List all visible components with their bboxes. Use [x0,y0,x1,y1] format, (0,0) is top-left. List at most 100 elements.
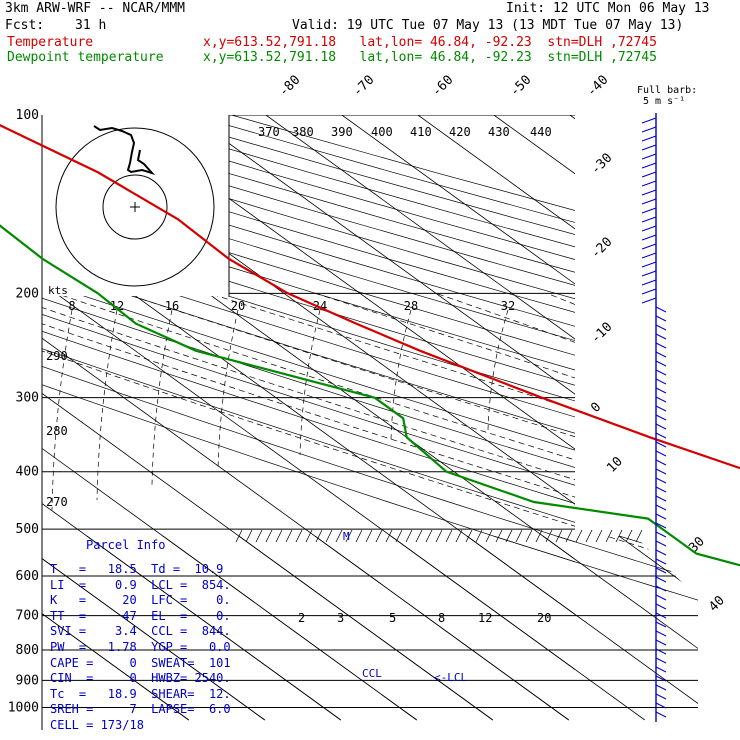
wind-barb [655,621,667,628]
wind-barb [655,333,667,340]
wind-barb [655,342,667,349]
dewpoint-legend-label: Dewpoint temperature [7,50,164,65]
isotherm-ext--90 [42,536,569,721]
pressure-label-800: 800 [16,643,39,658]
isotherm-ext--100 [42,536,493,721]
hatch-mark [285,529,293,543]
wind-barb [641,207,657,214]
dewpoint-profile [0,224,740,567]
wind-barb [655,351,667,358]
wind-barb [641,162,657,169]
dry-adiabat-290 [42,314,575,486]
wind-barb [655,630,667,637]
wind-barb [655,585,667,592]
theta-label-380: 380 [292,125,314,139]
hatch-mark [595,529,603,543]
moist-adiabat-ext-30 [435,536,698,708]
wind-barb [655,576,667,583]
wind-barb [655,666,667,673]
forecast-label: Fcst: [5,18,45,33]
isotherm--30 [189,115,575,395]
wind-barb [655,594,667,601]
hatch-mark [375,529,383,543]
parcel-info-row: Tc = 18.9 SHEAR= 12. [50,686,231,701]
mixing-ratio-label-2: 2 [298,611,305,625]
dry-adiabat-ext-460 [152,536,698,721]
isotherm-ext--140 [42,536,189,721]
mixing-ratio-label-20: 20 [537,611,551,625]
wind-barb [655,504,667,511]
dry-adiabat-340 [42,236,575,402]
pressure-label-100: 100 [16,108,39,123]
moist-adiabat-15 [123,292,575,438]
hatch-mark [575,529,583,543]
hatch-mark [275,529,283,543]
pressure-label-700: 700 [16,609,39,624]
forecast-hour: 31 h [75,18,107,33]
wind-barb [641,189,657,196]
wind-key-value: 5 m s⁻¹ [643,96,685,107]
wind-barb [655,477,667,484]
mixing-ratio-label-3: 3 [337,611,344,625]
parcel-info-row: SVI = 3.4 CCL = 844. [50,624,231,639]
theta-label-left-290: 290 [46,349,68,363]
pressure-label-500: 500 [16,522,39,537]
wind-barbs: Full barb:5 m s⁻¹ [637,85,697,722]
wind-barb [655,423,667,430]
pressure-label-300: 300 [16,391,39,406]
parcel-info-row: PW = 1.78 YGP = 0.0 [50,640,231,654]
wind-barb [655,441,667,448]
isotherm-ext--60 [42,536,698,721]
theta-label-410: 410 [410,125,432,139]
wind-barb [655,567,667,574]
wind-barb [641,153,657,160]
isotherm-label--20: -20 [588,235,615,262]
hatch-mark [255,529,263,543]
dry-adiabat-460 [152,115,575,235]
hatch-mark [265,529,273,543]
hodograph-speed-arc [96,309,118,501]
hodograph-ring-inner [102,174,168,240]
wind-barb [655,450,667,457]
diagram-grid [42,115,740,721]
parcel-info-row: SREH = 7 LAPSE= 6.0 [50,702,231,717]
wind-barb [655,360,667,367]
wind-barb [641,216,657,223]
theta-label-370: 370 [258,125,280,139]
kts-label: kts [48,284,68,297]
hatch-mark [475,529,483,543]
wind-barb [655,513,667,520]
isotherm--20 [265,115,575,340]
moist-adiabat-35 [546,292,575,305]
temperature-profile [0,124,740,470]
parcel-info-row: TT = 47 EL = 0. [50,608,231,623]
parcel-info-row: CAPE = 0 SWEAT= 101 [50,655,231,670]
dewpoint-location-info: x,y=613.52,791.18 lat,lon= 46.84, -92.23… [203,50,657,65]
moist-adiabat-20 [209,292,575,410]
isotherm-40 [722,115,740,720]
isotherm-ext--130 [42,536,265,721]
hodograph-speed-arc [299,309,321,456]
isotherm--40 [113,115,575,450]
wind-barb [641,117,657,124]
sounding-profiles [0,124,740,567]
theta-label-400: 400 [371,125,393,139]
hodograph-speed-arc [151,309,173,486]
wind-barb [655,468,667,475]
wind-barb [641,270,657,277]
wind-barb [655,639,667,646]
hodograph-speed-arc [390,309,412,441]
hatch-mark [625,529,633,543]
mixing-ratio-label-5: 5 [389,611,396,625]
hatch-mark [615,529,623,543]
hatch-mark [345,529,353,543]
el-marker: M [343,530,350,543]
dry-adiabat-360 [42,207,575,371]
hatch-mark [295,529,303,543]
wind-barb [641,198,657,205]
hatch-mark [565,529,573,543]
wind-barb [641,297,657,304]
wind-barb [641,144,657,151]
hodograph-ring-outer [55,127,215,287]
